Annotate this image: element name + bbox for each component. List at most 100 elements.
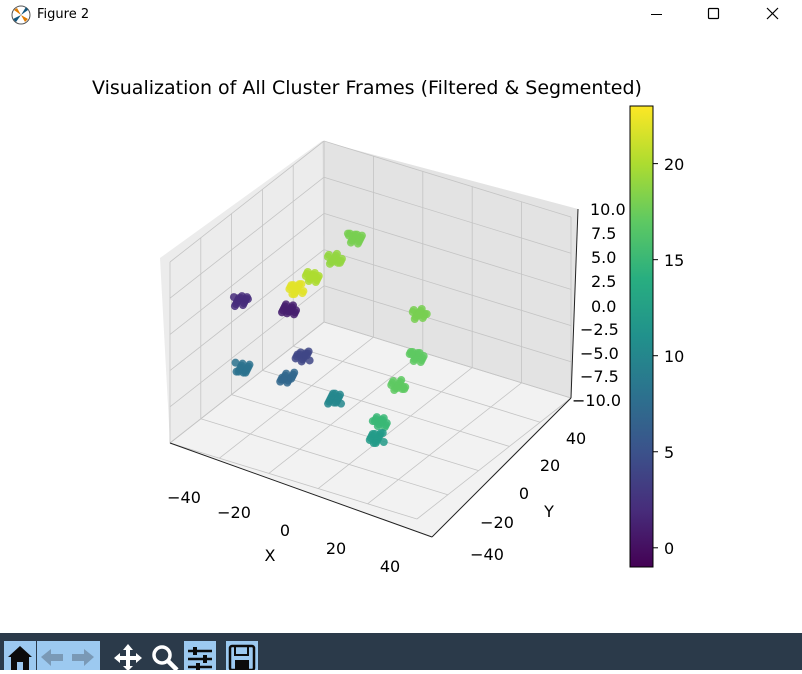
- z-tick-label: 7.5: [591, 224, 616, 243]
- colorbar-tick-label: 10: [664, 347, 684, 366]
- x-tick-labels: −40 −20 0 20 40: [167, 488, 400, 576]
- y-tick-label: −40: [470, 545, 504, 564]
- scatter-point: [297, 280, 306, 289]
- window-title: Figure 2: [37, 7, 90, 22]
- save-button[interactable]: [226, 641, 258, 672]
- grid-line: [169, 249, 325, 371]
- zoom-button[interactable]: [148, 641, 180, 672]
- maximize-button[interactable]: [686, 0, 744, 30]
- grid-line: [231, 394, 479, 471]
- scatter-point: [301, 272, 310, 280]
- scatter-point: [407, 350, 416, 359]
- scatter-point: [393, 384, 402, 393]
- scatter-point: [324, 399, 333, 408]
- scatter-point: [416, 358, 425, 367]
- z-tick-labels: 10.0 7.5 5.0 2.5 0.0 −2.5 −5.0 −7.5 −10.…: [572, 200, 626, 410]
- scatter-point: [238, 301, 247, 310]
- grid-line: [169, 321, 325, 444]
- scatter-point: [298, 289, 307, 298]
- z-tick-label: −7.5: [580, 367, 619, 386]
- x-tick-label: 40: [380, 557, 400, 576]
- minimize-icon: [651, 14, 662, 15]
- x-tick-label: −40: [167, 488, 201, 507]
- y-tick-label: −20: [480, 513, 514, 532]
- colorbar-tick-labels: 20 15 10 5 0: [664, 155, 684, 558]
- scatter-point: [378, 429, 387, 437]
- scatter-point: [353, 239, 362, 248]
- z-tick-label: 5.0: [591, 248, 616, 267]
- colorbar: [629, 105, 654, 568]
- grid-line: [169, 442, 418, 520]
- grid-line: [169, 176, 325, 299]
- scatter-point: [234, 367, 243, 376]
- colorbar-tick-label: 20: [664, 155, 684, 174]
- grid-line: [169, 285, 325, 408]
- scatter-point: [409, 357, 418, 366]
- scatter-point: [387, 381, 396, 390]
- grid-line: [169, 213, 325, 335]
- scatter-point: [328, 257, 337, 266]
- z-tick-label: −10.0: [572, 391, 621, 410]
- grid-line: [323, 176, 572, 254]
- grid-line: [416, 397, 572, 520]
- grid-line: [323, 213, 572, 290]
- scatter-point: [236, 294, 245, 303]
- scatter-point: [230, 302, 239, 311]
- scatter-point: [243, 295, 252, 304]
- scatter-points: [229, 229, 431, 447]
- scatter-point: [415, 349, 424, 358]
- grid-line: [323, 285, 572, 363]
- z-tick-label: 0.0: [591, 297, 616, 316]
- y-tick-label: 20: [540, 456, 560, 475]
- minimize-button[interactable]: [628, 0, 686, 30]
- scatter-point: [346, 238, 355, 247]
- grid-line: [200, 418, 448, 496]
- grid-line: [323, 140, 572, 218]
- scatter-point: [308, 273, 317, 281]
- scatter-point: [371, 439, 380, 447]
- scatter-point: [331, 389, 340, 398]
- grid-line: [323, 249, 572, 326]
- scatter-point: [241, 368, 250, 377]
- pan-button[interactable]: [112, 641, 144, 671]
- y-tick-label: 0: [519, 484, 529, 503]
- navigation-toolbar: [0, 633, 802, 672]
- z-tick-label: −2.5: [580, 320, 619, 339]
- colorbar-ticks: [653, 163, 658, 549]
- chart-svg: Visualization of All Cluster Frames (Fil…: [92, 77, 684, 576]
- scatter-point: [408, 308, 417, 316]
- figure-canvas[interactable]: Visualization of All Cluster Frames (Fil…: [0, 30, 802, 633]
- scatter-point: [332, 398, 341, 407]
- home-button[interactable]: [4, 641, 36, 670]
- save-icon: [228, 644, 256, 672]
- grid-line: [268, 352, 424, 474]
- grid-line: [323, 321, 572, 399]
- x-axis-label: X: [265, 546, 276, 565]
- scatter-point: [295, 350, 304, 359]
- scatter-point: [422, 310, 431, 318]
- grid-line: [293, 345, 541, 423]
- back-button[interactable]: [37, 641, 69, 670]
- x-tick-label: 20: [326, 539, 346, 558]
- grid-line: [317, 367, 473, 489]
- floor-pane: [170, 322, 571, 537]
- grid-line: [367, 382, 522, 505]
- scatter-point: [379, 438, 388, 446]
- scatter-point: [400, 385, 409, 394]
- scatter-point: [365, 436, 374, 444]
- scatter-point: [352, 230, 361, 239]
- maximize-icon: [707, 7, 720, 20]
- configure-subplots-button[interactable]: [184, 641, 216, 670]
- x-tick-label: −20: [217, 503, 251, 522]
- close-button[interactable]: [744, 0, 802, 30]
- scatter-point: [370, 417, 379, 426]
- window-titlebar: Figure 2: [0, 0, 802, 30]
- scatter-point: [231, 358, 240, 367]
- y-axis-label: Y: [543, 502, 554, 521]
- scatter-point: [287, 374, 296, 383]
- scatter-point: [279, 375, 288, 384]
- forward-icon: [72, 649, 94, 666]
- back-icon: [41, 649, 63, 666]
- y-tick-labels: −40 −20 0 20 40: [470, 429, 586, 564]
- forward-button[interactable]: [68, 641, 100, 670]
